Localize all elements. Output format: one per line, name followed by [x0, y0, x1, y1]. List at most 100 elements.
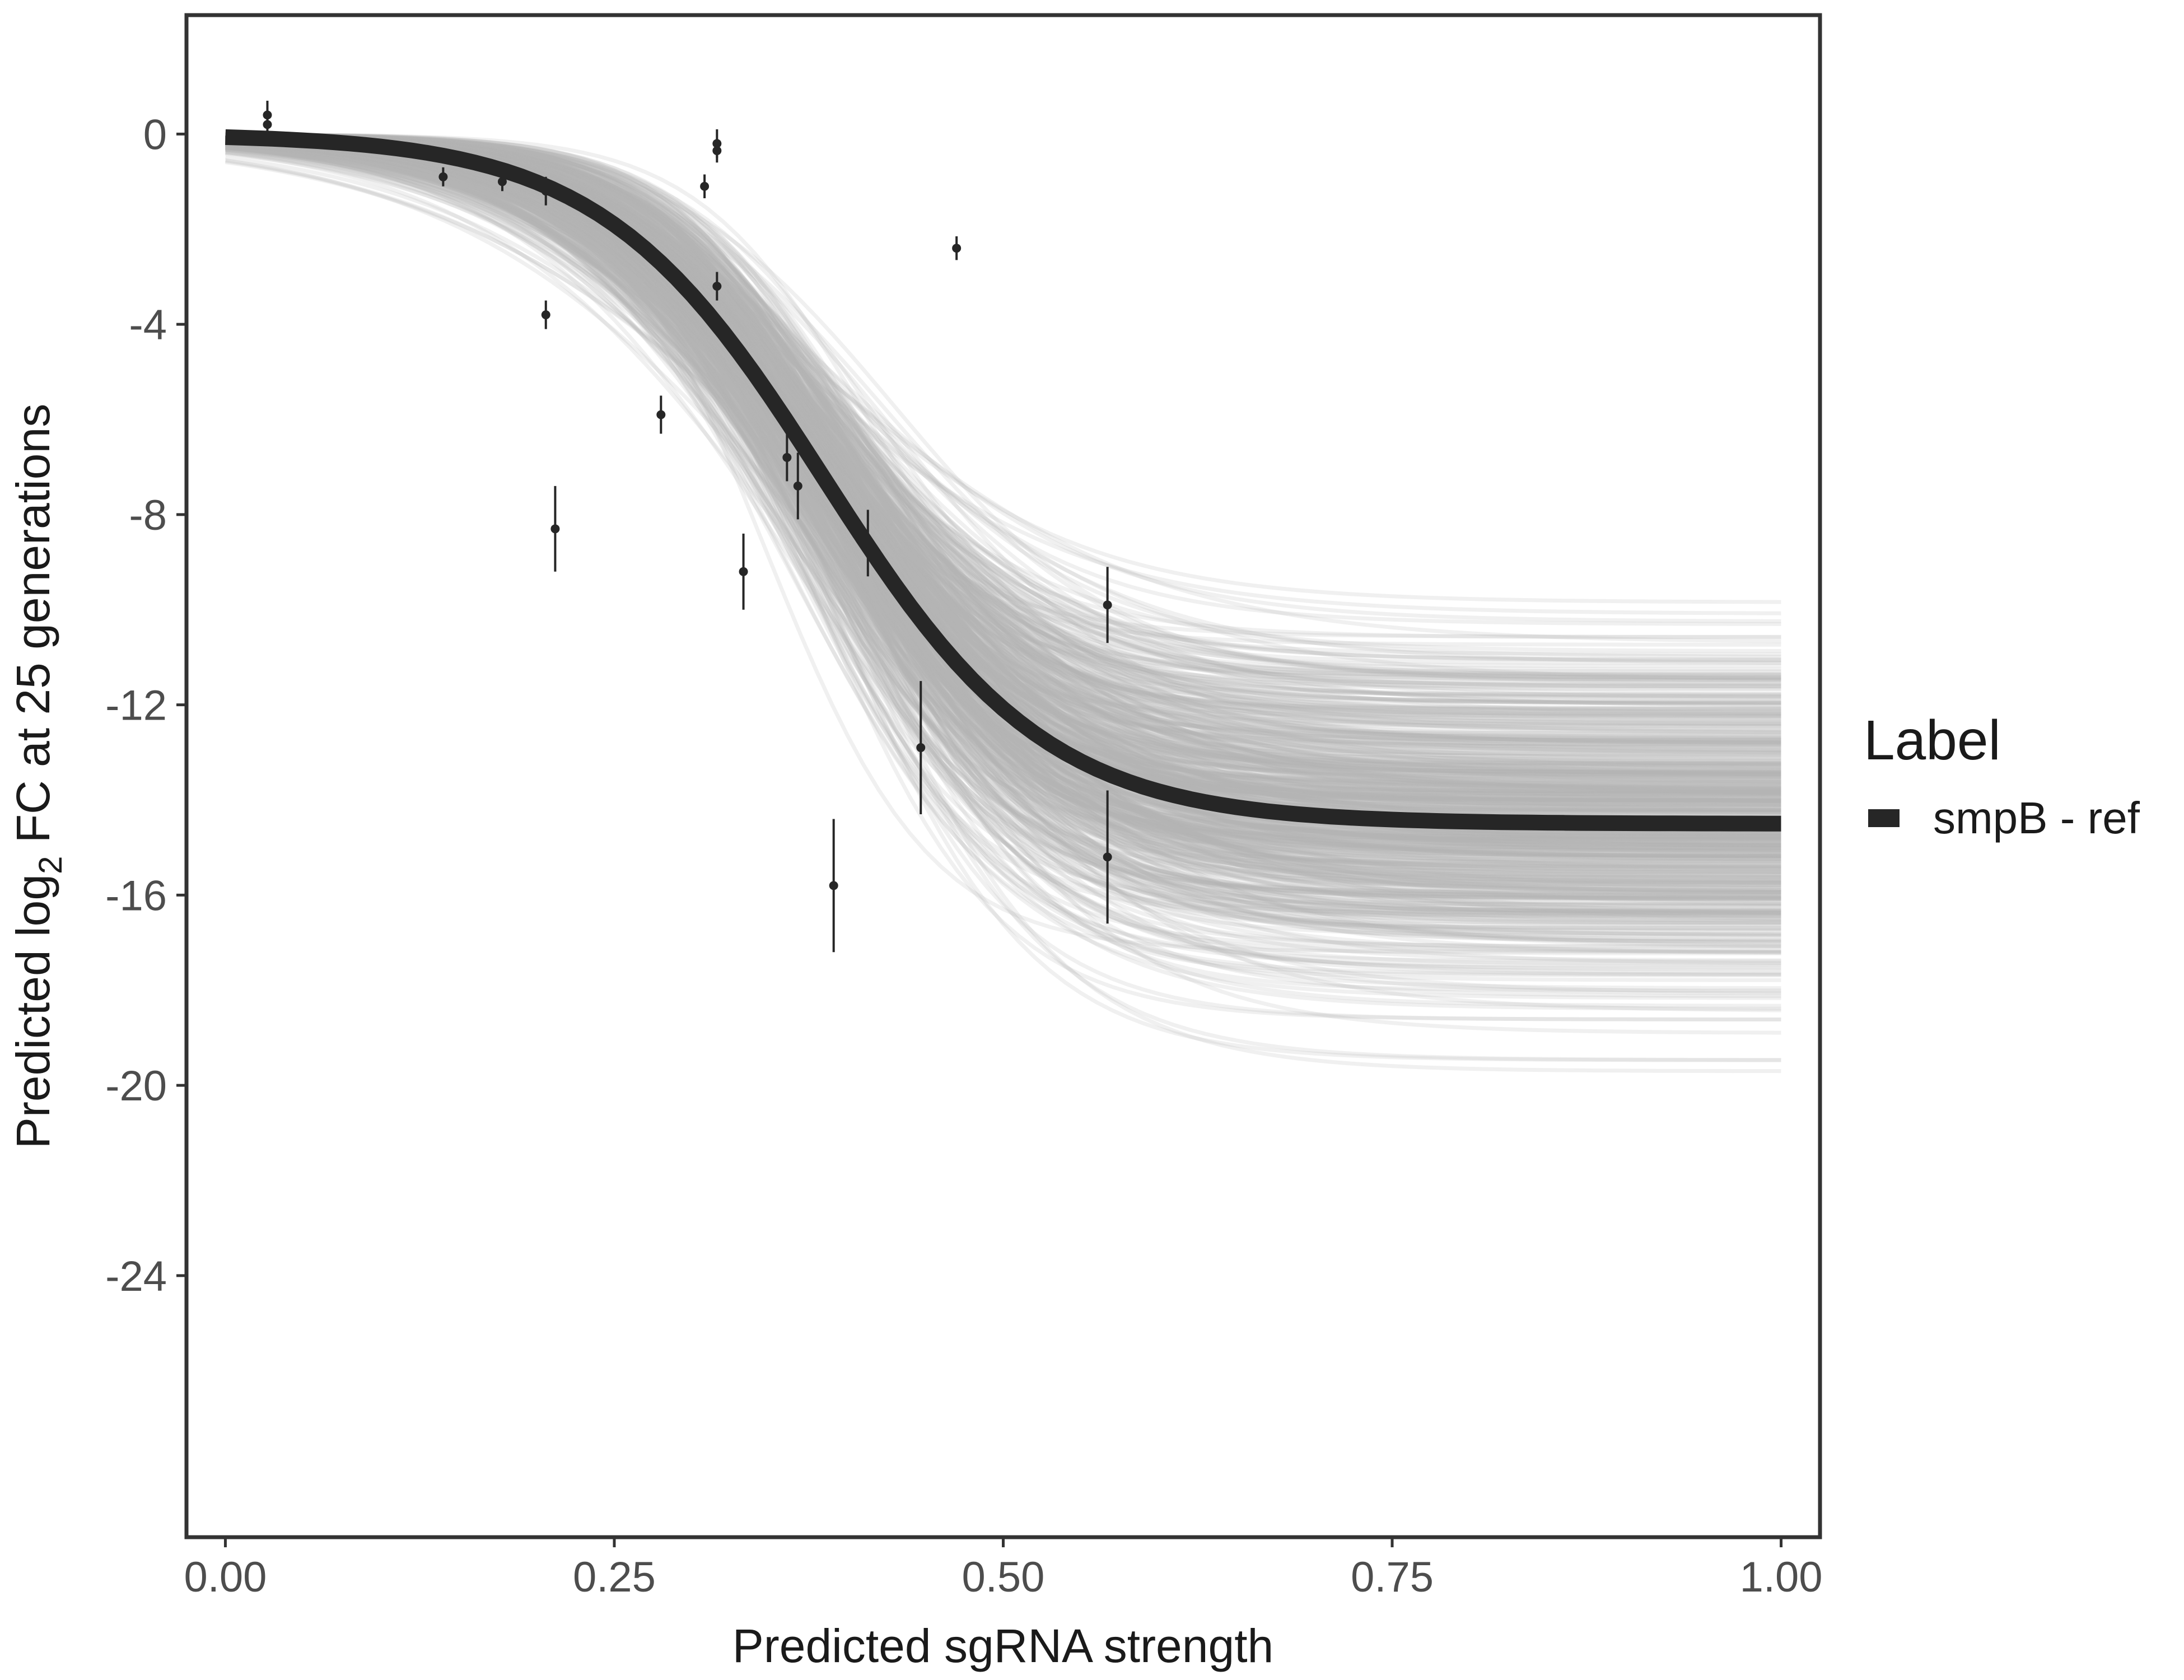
x-tick-label: 0.50	[962, 1553, 1045, 1601]
posterior-draw-curve	[225, 134, 1781, 672]
posterior-draw-curve	[225, 133, 1781, 913]
posterior-draw-curve	[225, 137, 1781, 1011]
posterior-draw-curve	[225, 134, 1781, 762]
posterior-draw-curve	[225, 137, 1781, 899]
posterior-draw-curve	[225, 133, 1781, 703]
posterior-draw-curve	[225, 133, 1781, 724]
posterior-draw-curve	[225, 141, 1781, 715]
posterior-draw-curve	[225, 138, 1781, 745]
posterior-draw-curve	[225, 132, 1781, 917]
posterior-draw-curve	[225, 133, 1781, 763]
posterior-draw-curve	[225, 134, 1781, 746]
posterior-draw-curve	[225, 141, 1781, 665]
posterior-draw-curve	[225, 133, 1781, 806]
posterior-draw-curve	[225, 133, 1781, 860]
posterior-draw-curve	[225, 143, 1781, 777]
posterior-draw-curve	[225, 141, 1781, 850]
posterior-draw-curve	[225, 136, 1781, 911]
posterior-draw-curve	[225, 141, 1781, 615]
posterior-draw-curve	[225, 137, 1781, 851]
posterior-draw-curve	[225, 133, 1781, 841]
posterior-draw-curve	[225, 132, 1781, 780]
posterior-draw-curve	[225, 144, 1781, 948]
posterior-draw-curve	[225, 137, 1781, 808]
posterior-draw-curve	[225, 133, 1781, 837]
posterior-draw-curve	[225, 133, 1781, 766]
posterior-draw-curve	[225, 134, 1781, 934]
posterior-draw-curve	[225, 142, 1781, 643]
posterior-draw-curve	[225, 139, 1781, 899]
posterior-draw-curve	[225, 147, 1781, 753]
posterior-draw-curve	[225, 133, 1781, 894]
posterior-draw-curve	[225, 136, 1781, 887]
posterior-draw-curve	[225, 138, 1781, 838]
posterior-draw-curve	[225, 145, 1781, 869]
posterior-draw-curve	[225, 137, 1781, 892]
posterior-draw-curve	[225, 133, 1781, 970]
posterior-draw-curve	[225, 133, 1781, 753]
posterior-draw-curve	[225, 133, 1781, 850]
posterior-draw-curve	[225, 133, 1781, 756]
posterior-draw-curve	[225, 136, 1781, 853]
posterior-draw-curve	[225, 133, 1781, 931]
posterior-draw-curve	[225, 150, 1781, 891]
posterior-draw-curve	[225, 133, 1781, 704]
posterior-draw-curve	[225, 133, 1781, 780]
posterior-draw-curve	[225, 133, 1781, 993]
posterior-draw-curve	[225, 140, 1781, 918]
posterior-draw-curve	[225, 138, 1781, 944]
posterior-draw-curve	[225, 133, 1781, 788]
posterior-draw-curve	[225, 133, 1781, 900]
y-axis: 0 -4 -8 -12 -16 -20 -24	[105, 111, 186, 1300]
posterior-draw-curve	[225, 143, 1781, 771]
legend-label-smpb-ref: smpB - ref	[1933, 793, 2140, 843]
posterior-draw-curve	[225, 135, 1781, 952]
posterior-draw-curve	[225, 133, 1781, 847]
posterior-draw-curve	[225, 133, 1781, 836]
data-point	[712, 146, 722, 156]
posterior-draw-curve	[225, 137, 1781, 902]
posterior-draw-curve	[225, 139, 1781, 862]
posterior-draw-curve	[225, 142, 1781, 794]
posterior-draw-curve	[225, 146, 1781, 791]
posterior-draw-curve	[225, 139, 1781, 863]
posterior-draw-curve	[225, 134, 1781, 692]
posterior-draw-curve	[225, 138, 1781, 698]
posterior-draw-curve	[225, 141, 1781, 791]
posterior-draw-curve	[225, 133, 1781, 722]
posterior-draw-curve	[225, 147, 1781, 854]
posterior-draw-curve	[225, 137, 1781, 898]
posterior-draw-curve	[225, 139, 1781, 885]
posterior-draw-curve	[225, 132, 1781, 833]
posterior-draw-curve	[225, 140, 1781, 744]
posterior-draw-curve	[225, 133, 1781, 936]
posterior-draw-curve	[225, 137, 1781, 902]
posterior-draw-curve	[225, 146, 1781, 784]
posterior-draw-curve	[225, 138, 1781, 861]
x-axis-title: Predicted sgRNA strength	[732, 1620, 1274, 1672]
posterior-draw-curve	[225, 141, 1781, 845]
posterior-draw-curve	[225, 136, 1781, 913]
posterior-draw-curve	[225, 132, 1781, 845]
posterior-draw-curve	[225, 132, 1781, 793]
posterior-draw-curve	[225, 139, 1781, 745]
posterior-draw-curve	[225, 133, 1781, 927]
posterior-draw-curve	[225, 138, 1781, 791]
posterior-draw-curve	[225, 143, 1781, 820]
posterior-draw-curve	[225, 160, 1781, 804]
posterior-draw-curve	[225, 138, 1781, 754]
posterior-draw-curve	[225, 133, 1781, 697]
posterior-draw-curve	[225, 142, 1781, 792]
posterior-draw-curve	[225, 133, 1781, 811]
posterior-draw-curve	[225, 137, 1781, 799]
posterior-draw-curve	[225, 133, 1781, 668]
posterior-draw-curve	[225, 133, 1781, 955]
posterior-draw-curve	[225, 139, 1781, 792]
posterior-draw-curve	[225, 133, 1781, 885]
posterior-draw-curve	[225, 150, 1781, 848]
posterior-draw-curve	[225, 138, 1781, 728]
posterior-draw-curve	[225, 134, 1781, 752]
posterior-draw-curve	[225, 139, 1781, 785]
posterior-draw-curve	[225, 132, 1781, 678]
posterior-draw-curve	[225, 158, 1781, 776]
